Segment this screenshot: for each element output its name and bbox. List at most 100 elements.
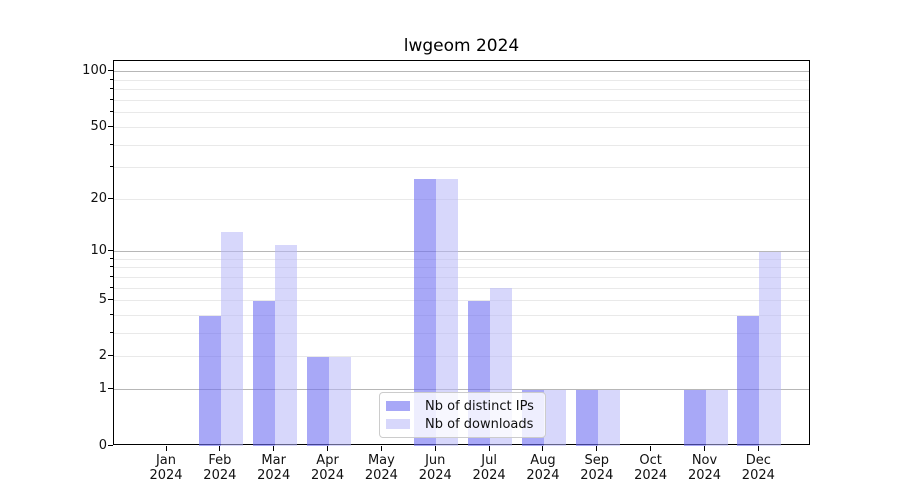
y-axis-tick-label: 100 [82, 63, 107, 79]
x-tick-mark [704, 446, 705, 451]
gridline-minor [114, 198, 809, 200]
y-tick-mark [108, 444, 113, 446]
x-tick-mark [434, 446, 436, 451]
x-axis-tick-label: Dec 2024 [731, 453, 785, 483]
x-tick-mark [488, 446, 490, 451]
x-axis-tick-label: Mar 2024 [247, 453, 301, 483]
bar-downloads [220, 232, 243, 446]
gridline-minor [114, 100, 809, 102]
x-tick-year: 2024 [311, 468, 345, 483]
bar-downloads [274, 244, 297, 446]
y-axis-tick-label: 10 [90, 243, 107, 259]
gridline-minor [114, 287, 809, 289]
y-minor-tick-mark [110, 111, 113, 113]
gridline-major [114, 251, 809, 253]
bar-distinct-ips [198, 315, 221, 446]
x-tick-mark [327, 446, 329, 451]
x-tick-mark [542, 446, 544, 451]
y-minor-tick-mark [110, 314, 113, 316]
x-tick-month: Jun [425, 453, 446, 468]
bar-downloads [328, 356, 351, 446]
bar-distinct-ips [575, 389, 598, 446]
y-tick-mark [108, 250, 113, 252]
x-tick-year: 2024 [149, 468, 183, 483]
x-tick-month: Jan [155, 453, 177, 468]
y-minor-tick-mark [110, 88, 113, 90]
bar-distinct-ips [414, 178, 437, 446]
gridline-minor [114, 356, 809, 358]
x-tick-mark [596, 446, 598, 451]
gridline-minor [114, 315, 809, 317]
y-tick-mark [108, 299, 113, 301]
y-tick-mark [108, 388, 113, 390]
legend-label: Nb of downloads [425, 416, 534, 432]
x-axis-tick-label: Apr 2024 [301, 453, 355, 483]
x-tick-mark [380, 446, 382, 451]
gridline-minor [114, 89, 809, 91]
x-axis-tick-label: May 2024 [354, 453, 408, 483]
x-tick-year: 2024 [634, 468, 668, 483]
gridline-minor [114, 126, 809, 128]
y-axis-tick-label: 2 [98, 348, 107, 364]
legend-label: Nb of distinct IPs [425, 398, 534, 414]
y-tick-mark [108, 70, 113, 72]
gridline-minor [114, 300, 809, 302]
x-axis-tick-label: Jun 2024 [408, 453, 462, 483]
gridline-minor [114, 167, 809, 169]
y-minor-tick-mark [110, 78, 113, 80]
legend-swatch-distinct-ips [386, 401, 410, 411]
y-minor-tick-mark [110, 166, 113, 168]
x-tick-month: Nov [691, 453, 718, 468]
y-minor-tick-mark [110, 257, 113, 259]
chart-title: lwgeom 2024 [403, 36, 520, 56]
bar-distinct-ips [737, 315, 760, 446]
x-tick-month: Apr [316, 453, 339, 468]
y-axis-tick-label: 1 [98, 381, 107, 397]
y-axis-tick-label: 0 [98, 437, 107, 453]
gridline-major [114, 71, 809, 73]
gridline-minor [114, 333, 809, 335]
x-tick-mark [650, 446, 652, 451]
x-tick-month: Oct [639, 453, 662, 468]
x-tick-mark [219, 446, 221, 451]
y-axis-tick-label: 5 [98, 292, 107, 308]
y-tick-mark [108, 197, 113, 199]
x-axis-tick-label: Jan 2024 [139, 453, 193, 483]
bar-distinct-ips [306, 356, 329, 446]
x-tick-month: Jul [481, 453, 497, 468]
x-tick-month: May [367, 453, 395, 468]
x-tick-month: Mar [261, 453, 286, 468]
bar-downloads [543, 389, 566, 446]
x-tick-year: 2024 [203, 468, 237, 483]
y-axis-tick-label: 20 [90, 190, 107, 206]
bar-downloads [705, 389, 728, 446]
x-tick-year: 2024 [364, 468, 398, 483]
legend-entry: Nb of downloads [386, 415, 537, 433]
x-tick-month: Feb [208, 453, 232, 468]
y-axis-tick-label: 50 [90, 118, 107, 134]
bar-distinct-ips [683, 389, 706, 446]
legend: Nb of distinct IPs Nb of downloads [379, 392, 546, 438]
gridline-minor [114, 112, 809, 114]
x-tick-mark [273, 446, 275, 451]
gridline-minor [114, 144, 809, 146]
y-minor-tick-mark [110, 143, 113, 145]
x-tick-year: 2024 [257, 468, 291, 483]
y-minor-tick-mark [110, 286, 113, 288]
gridline-minor [114, 276, 809, 278]
x-axis-tick-label: Oct 2024 [624, 453, 678, 483]
x-tick-month: Sep [584, 453, 610, 468]
legend-swatch-downloads [386, 419, 410, 429]
x-axis-tick-label: Sep 2024 [570, 453, 624, 483]
bar-downloads [436, 178, 459, 446]
x-axis-tick-label: Feb 2024 [193, 453, 247, 483]
x-tick-month: Dec [745, 453, 771, 468]
y-minor-tick-mark [110, 275, 113, 277]
x-tick-year: 2024 [418, 468, 452, 483]
plot-area: Nb of distinct IPs Nb of downloads [113, 60, 810, 446]
x-tick-month: Aug [530, 453, 556, 468]
x-tick-year: 2024 [580, 468, 614, 483]
y-tick-mark [108, 125, 113, 127]
legend-entry: Nb of distinct IPs [386, 397, 537, 415]
x-tick-year: 2024 [526, 468, 560, 483]
